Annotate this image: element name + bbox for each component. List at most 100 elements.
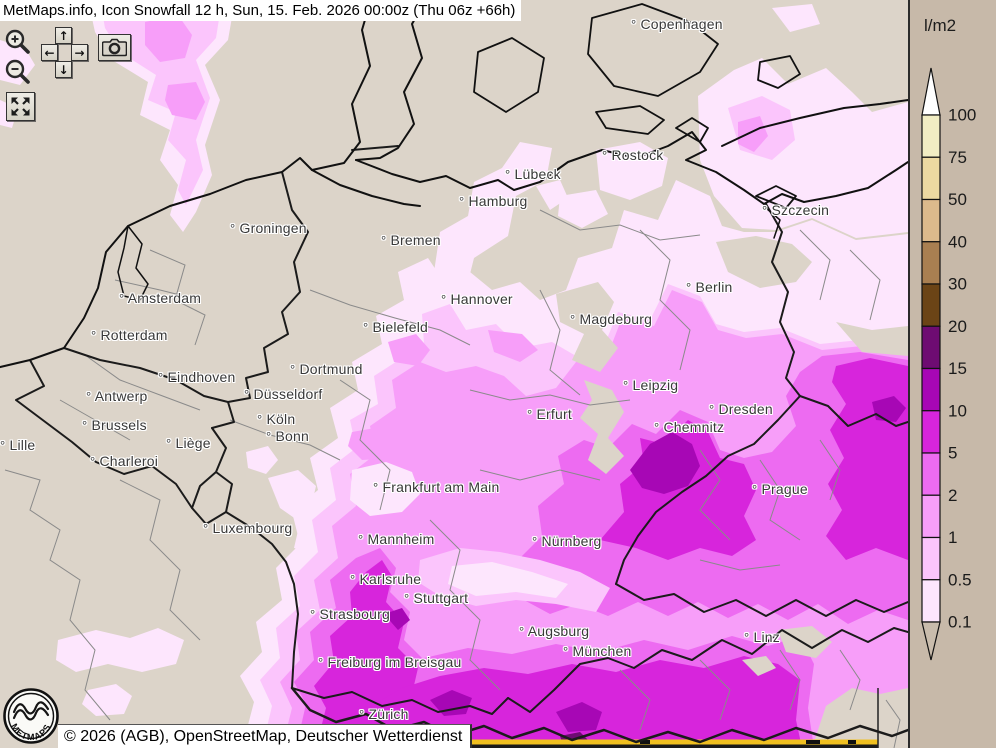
legend-tick-label: 75 [948,148,967,167]
city-name: Erfurt [532,406,572,422]
city-marker: ° [310,607,316,622]
city-name: Luxembourg [208,520,293,536]
legend-tick-label: 0.1 [948,613,972,632]
model-boundary-strip [430,688,879,748]
city-label: ° Leipzig [623,377,678,393]
city-label: ° Bielefeld [363,319,428,335]
city-marker: ° [459,194,465,209]
pan-down-button[interactable]: ↓ [55,61,72,78]
city-marker: ° [244,387,250,402]
city-name: Leipzig [628,377,679,393]
city-label: ° Groningen [230,220,307,236]
city-marker: ° [91,328,97,343]
city-name: Dresden [714,401,773,417]
city-name: Amsterdam [124,290,202,306]
country-borders-layer [15,145,908,744]
city-marker: ° [631,17,637,32]
city-label: ° Rostock [602,147,663,163]
screenshot-button[interactable] [98,34,131,61]
city-name: Augsburg [524,623,590,639]
city-label: ° Düsseldorf [244,386,322,402]
city-marker: ° [532,534,538,549]
coastline-layer [0,0,908,369]
map-canvas [0,0,908,748]
city-marker: ° [158,370,164,385]
city-label: ° Szczecin [762,202,829,218]
city-name: Berlin [691,279,733,295]
city-name: Frankfurt am Main [378,479,500,495]
city-name: Eindhoven [163,369,236,385]
city-marker: ° [570,312,576,327]
city-name: Magdeburg [575,311,653,327]
city-marker: ° [505,167,511,182]
arrow-up-icon: ↑ [58,28,69,43]
legend-tick-label: 100 [948,106,976,125]
city-marker: ° [119,291,125,306]
pan-left-button[interactable]: ← [41,44,58,61]
city-label: ° Erfurt [527,406,572,422]
pan-right-button[interactable]: → [71,44,88,61]
city-marker: ° [0,438,6,453]
city-marker: ° [709,402,715,417]
city-name: Chemnitz [659,419,725,435]
city-marker: ° [318,655,324,670]
city-label: ° Hamburg [459,193,527,209]
city-marker: ° [686,280,692,295]
city-label: ° Rotterdam [91,327,168,343]
wave-icon [12,701,50,715]
fullscreen-icon [11,97,30,116]
city-marker: ° [359,707,365,722]
city-name: Nürnberg [537,533,602,549]
city-marker: ° [654,420,660,435]
zoom-in-button[interactable] [4,28,32,61]
city-label: ° Luxembourg [203,520,292,536]
city-marker: ° [373,480,379,495]
city-name: Hannover [446,291,513,307]
legend-tick-label: 10 [948,401,967,420]
city-label: ° Berlin [686,279,733,295]
city-name: Mannheim [363,531,435,547]
city-label: ° Freiburg im Breisgau [318,654,461,670]
city-marker: ° [257,412,263,427]
city-marker: ° [266,429,272,444]
city-marker: ° [441,292,447,307]
attribution-bar: © 2026 (AGB), OpenStreetMap, Deutscher W… [58,724,473,748]
city-name: Antwerp [91,388,148,404]
fullscreen-button[interactable] [6,92,35,121]
pan-up-button[interactable]: ↑ [55,27,72,44]
city-label: ° Brussels [82,417,147,433]
zoom-in-icon [5,29,30,54]
legend-tick-label: 50 [948,190,967,209]
arrow-down-icon: ↓ [58,62,69,77]
city-label: ° Liège [166,435,211,451]
arrow-left-icon: ← [44,45,55,60]
city-label: ° Antwerp [86,388,147,404]
city-marker: ° [762,203,768,218]
city-name: Brussels [87,417,147,433]
title-bar: MetMaps.info, Icon Snowfall 12 h, Sun, 1… [0,0,522,21]
city-label: ° Nürnberg [532,533,601,549]
city-name: Freiburg im Breisgau [323,654,462,670]
legend-tick-label: 20 [948,317,967,336]
metmaps-logo[interactable]: METMAPS [2,687,60,748]
city-label: ° München [563,643,632,659]
weather-map[interactable]: ° Copenhagen ° Rostock ° Szczecin ° Lübeck °… [0,0,908,748]
camera-icon [102,38,127,57]
city-label: ° Stuttgart [404,590,468,606]
zoom-out-button[interactable] [4,58,32,91]
city-label: ° Dresden [709,401,773,417]
city-marker: ° [82,418,88,433]
city-marker: ° [350,572,356,587]
city-name: Dortmund [295,361,363,377]
city-name: Linz [749,629,780,645]
city-name: Lübeck [510,166,561,182]
city-name: Bielefeld [368,319,428,335]
city-label: ° Köln [257,411,295,427]
city-marker: ° [602,148,608,163]
legend-sidebar: l/m2 100 75 50 40 30 20 15 10 5 2 1 0.5 0.1 [908,0,996,748]
city-marker: ° [166,436,172,451]
city-label: ° Frankfurt am Main [373,479,499,495]
city-marker: ° [519,624,525,639]
city-label: ° Charleroi [90,453,158,469]
